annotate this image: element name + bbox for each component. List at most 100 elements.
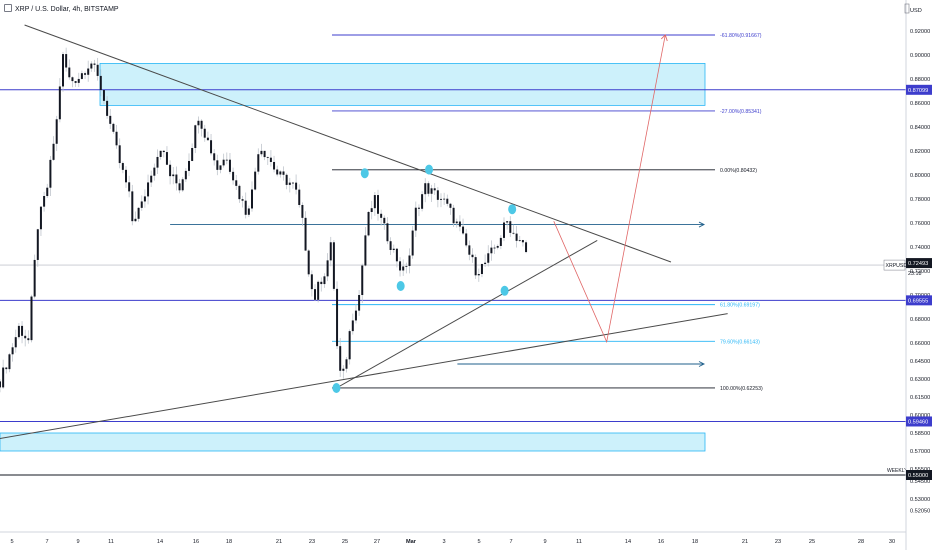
- candle-body[interactable]: [210, 140, 213, 154]
- candle-body[interactable]: [241, 199, 244, 201]
- candle-body[interactable]: [238, 185, 241, 200]
- candle-body[interactable]: [395, 248, 398, 262]
- candle-body[interactable]: [348, 331, 351, 360]
- candle-body[interactable]: [24, 335, 27, 339]
- candle-body[interactable]: [320, 281, 323, 285]
- candle-body[interactable]: [329, 242, 332, 261]
- candle-body[interactable]: [197, 120, 200, 126]
- pivot-marker[interactable]: [425, 164, 434, 175]
- candle-body[interactable]: [332, 242, 335, 289]
- candle-body[interactable]: [424, 183, 427, 195]
- candle-body[interactable]: [247, 208, 250, 215]
- candle-body[interactable]: [36, 229, 39, 260]
- candle-body[interactable]: [5, 367, 8, 370]
- candle-body[interactable]: [288, 182, 291, 185]
- candle-body[interactable]: [125, 169, 127, 183]
- candle-body[interactable]: [159, 150, 162, 157]
- candle-body[interactable]: [181, 179, 184, 191]
- candle-body[interactable]: [446, 198, 449, 204]
- candle-body[interactable]: [304, 217, 307, 251]
- candle-body[interactable]: [480, 263, 483, 275]
- projection-path[interactable]: [553, 34, 666, 344]
- candle-body[interactable]: [351, 320, 354, 332]
- candle-body[interactable]: [392, 248, 395, 250]
- candle-body[interactable]: [172, 174, 175, 177]
- candle-body[interactable]: [269, 157, 272, 162]
- candle-body[interactable]: [455, 221, 458, 224]
- gear-icon[interactable]: [4, 4, 12, 12]
- candle-body[interactable]: [373, 195, 376, 209]
- candle-body[interactable]: [0, 381, 1, 388]
- candle-body[interactable]: [143, 196, 146, 202]
- candle-body[interactable]: [458, 221, 461, 227]
- candle-body[interactable]: [99, 75, 102, 91]
- candle-body[interactable]: [525, 242, 528, 253]
- candle-body[interactable]: [310, 274, 313, 290]
- candle-body[interactable]: [276, 169, 279, 175]
- candle-body[interactable]: [474, 257, 477, 276]
- candle-body[interactable]: [80, 73, 83, 79]
- candle-body[interactable]: [427, 183, 430, 194]
- candle-body[interactable]: [367, 212, 370, 236]
- candle-body[interactable]: [260, 150, 263, 155]
- candle-body[interactable]: [14, 337, 17, 348]
- candle-body[interactable]: [33, 259, 36, 297]
- candle-body[interactable]: [279, 171, 282, 175]
- candle-body[interactable]: [39, 206, 42, 230]
- candle-body[interactable]: [112, 123, 115, 132]
- candle-body[interactable]: [188, 160, 190, 171]
- candle-body[interactable]: [449, 203, 452, 208]
- candle-body[interactable]: [462, 226, 465, 234]
- candle-body[interactable]: [361, 265, 364, 296]
- candle-body[interactable]: [364, 235, 367, 266]
- candle-body[interactable]: [222, 159, 225, 166]
- candle-body[interactable]: [102, 90, 105, 101]
- candle-body[interactable]: [200, 120, 203, 129]
- candle-body[interactable]: [291, 182, 294, 184]
- candle-body[interactable]: [307, 250, 310, 275]
- candle-body[interactable]: [285, 174, 288, 185]
- candle-body[interactable]: [150, 175, 153, 183]
- candle-body[interactable]: [354, 310, 357, 321]
- candle-body[interactable]: [43, 196, 46, 207]
- pivot-marker[interactable]: [508, 204, 517, 215]
- candle-body[interactable]: [389, 241, 392, 250]
- candle-body[interactable]: [251, 189, 253, 209]
- candle-body[interactable]: [493, 247, 496, 249]
- candle-body[interactable]: [263, 150, 266, 158]
- candle-body[interactable]: [46, 187, 49, 197]
- candle-body[interactable]: [342, 368, 345, 371]
- trendline[interactable]: [336, 239, 598, 389]
- candle-body[interactable]: [436, 190, 439, 200]
- candle-body[interactable]: [8, 354, 11, 370]
- candle-body[interactable]: [206, 137, 209, 141]
- candle-body[interactable]: [430, 188, 433, 194]
- candle-body[interactable]: [109, 115, 112, 124]
- candle-body[interactable]: [358, 295, 361, 311]
- candle-body[interactable]: [471, 254, 474, 258]
- candle-body[interactable]: [487, 253, 490, 263]
- candle-body[interactable]: [118, 145, 121, 164]
- candle-body[interactable]: [232, 171, 235, 181]
- candle-body[interactable]: [484, 262, 487, 264]
- candle-body[interactable]: [496, 245, 499, 248]
- candle-body[interactable]: [405, 265, 408, 267]
- candle-body[interactable]: [411, 230, 414, 256]
- candle-body[interactable]: [84, 73, 87, 75]
- candle-body[interactable]: [383, 217, 386, 224]
- candle-body[interactable]: [90, 63, 93, 69]
- candle-body[interactable]: [153, 167, 156, 176]
- candle-body[interactable]: [414, 207, 417, 231]
- candle-body[interactable]: [55, 119, 58, 144]
- candle-body[interactable]: [314, 289, 316, 300]
- candle-body[interactable]: [194, 125, 197, 149]
- candle-body[interactable]: [509, 221, 512, 233]
- candle-body[interactable]: [225, 159, 228, 161]
- candle-body[interactable]: [339, 346, 342, 371]
- candle-body[interactable]: [175, 174, 178, 184]
- candle-body[interactable]: [77, 78, 80, 83]
- candle-body[interactable]: [257, 154, 260, 172]
- candle-body[interactable]: [273, 161, 276, 170]
- candle-body[interactable]: [380, 213, 383, 218]
- candle-body[interactable]: [52, 143, 55, 160]
